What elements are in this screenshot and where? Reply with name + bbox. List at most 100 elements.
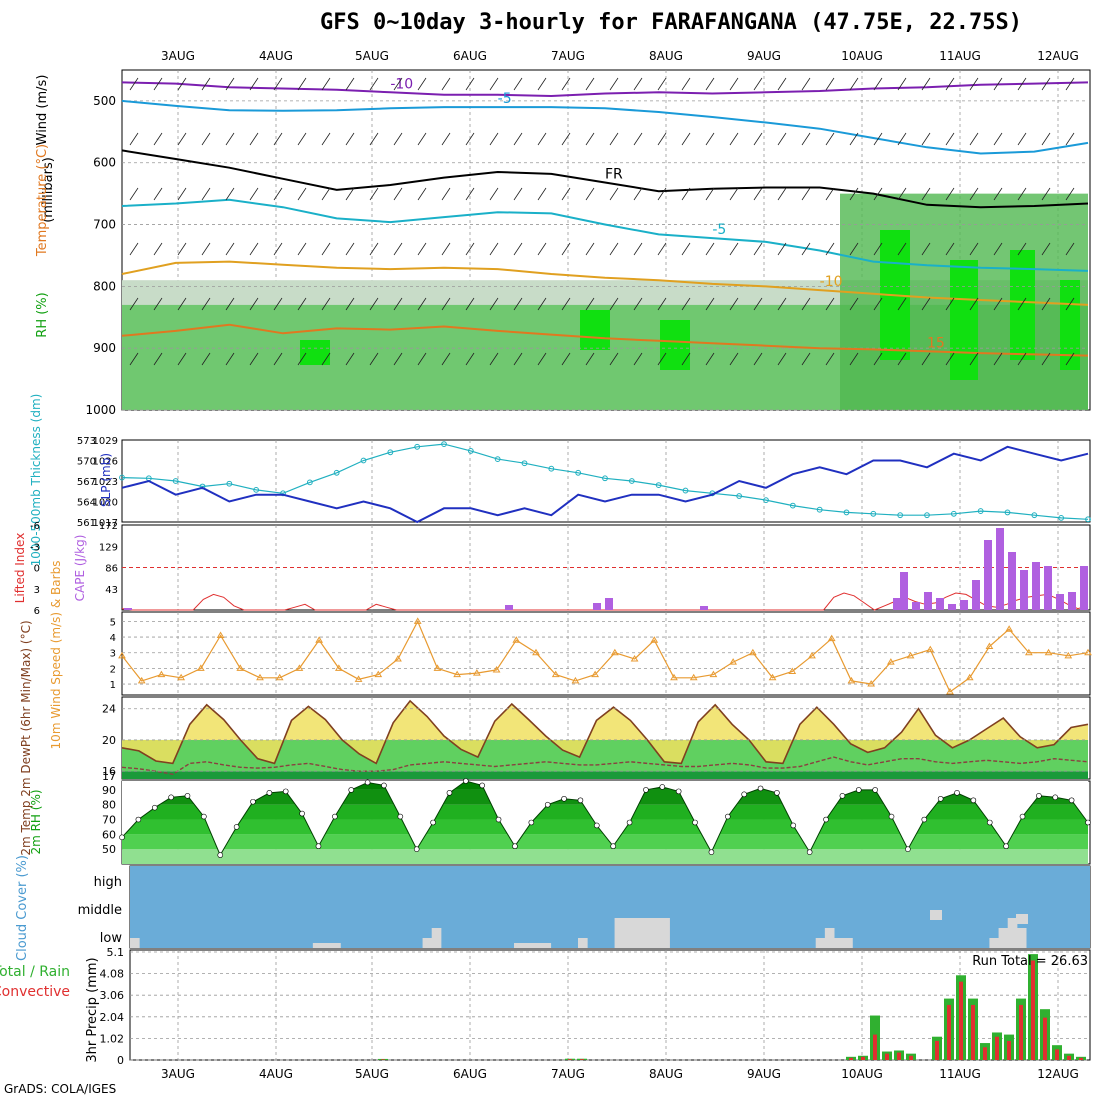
precip-panel: 0 1.02 2.04 3.06 4.08 5.1 Run Total = 26.63 3hr… xyxy=(0,946,1091,1067)
wind-barb xyxy=(921,77,931,91)
li-tick: 6 xyxy=(34,606,40,617)
wind-barb xyxy=(969,242,979,256)
wind-speed-point xyxy=(453,670,462,678)
wind-barb xyxy=(369,352,379,366)
wind-barb xyxy=(441,77,451,91)
cloud-bar xyxy=(532,943,542,948)
thickness-point xyxy=(119,474,125,481)
precip-convective-bar xyxy=(885,1053,889,1060)
cape-tick: 172 xyxy=(99,521,118,532)
thickness-axis-label: 1000-500mb Thickness (dm) xyxy=(29,394,43,567)
slp-tick: 1026 xyxy=(93,457,118,468)
wind-barb xyxy=(465,297,475,311)
rh-point xyxy=(823,816,829,823)
wind-speed-point xyxy=(1024,648,1033,656)
wind-barb xyxy=(969,77,979,91)
cape-bar xyxy=(700,606,708,610)
wind-barb xyxy=(153,242,163,256)
rh-point xyxy=(774,790,780,796)
bottom-day-label: 12AUG xyxy=(1037,1067,1079,1081)
wind-barb xyxy=(657,77,667,91)
thickness-point xyxy=(414,443,421,450)
cloud-bar xyxy=(1016,928,1027,948)
rh-point xyxy=(266,790,273,796)
wind-barb xyxy=(345,352,355,366)
wind-barb xyxy=(177,242,187,256)
wind-barb xyxy=(969,352,979,366)
wind-barb xyxy=(201,352,211,366)
li-tick: 0 xyxy=(34,564,40,575)
wind-barb xyxy=(945,242,955,256)
rh-point xyxy=(544,801,551,808)
rh-point xyxy=(1019,813,1026,820)
wind-barb xyxy=(297,77,307,91)
wind-barb xyxy=(1017,297,1027,311)
rh-band xyxy=(122,849,1088,864)
temp-fill xyxy=(122,700,1088,764)
cloud-bar xyxy=(523,943,533,948)
wind-speed-point xyxy=(216,631,225,638)
wind-barb xyxy=(201,132,211,146)
wind-barb xyxy=(417,297,427,311)
cloud-bar xyxy=(1007,918,1018,948)
wind-barb xyxy=(849,352,859,366)
isotherm-label: -10 xyxy=(820,274,843,290)
wind-barb xyxy=(897,352,907,366)
precip-convective-bar xyxy=(873,1034,877,1060)
cape-bar xyxy=(1032,562,1040,610)
wind-barb xyxy=(753,352,763,366)
cape-bar xyxy=(1056,594,1064,610)
wind-barb xyxy=(345,77,355,91)
wind-barb xyxy=(1017,352,1027,366)
rh-point xyxy=(1036,793,1042,799)
thickness-tick: 573 xyxy=(77,436,96,447)
wind-speed-point xyxy=(867,680,876,687)
wind-speed-point xyxy=(334,664,343,671)
isotherm-line xyxy=(121,198,1089,272)
thickness-point xyxy=(360,457,367,464)
wind-tick: 3 xyxy=(110,649,116,660)
cloud-axis-label: Cloud Cover (%) xyxy=(15,855,30,961)
precip-convective-bar xyxy=(1019,1004,1023,1060)
thickness-slp-panel: 561564567570573101710201023102610291000-… xyxy=(29,394,1091,567)
wind-barb xyxy=(369,132,379,146)
thickness-point xyxy=(253,486,260,493)
wind-barb xyxy=(369,187,379,201)
wind-barb xyxy=(705,132,715,146)
wind-barb xyxy=(873,242,883,256)
top-day-label: 12AUG xyxy=(1037,49,1079,63)
bottom-day-label: 9AUG xyxy=(747,1067,781,1081)
bottom-day-label: 4AUG xyxy=(259,1067,293,1081)
wind-barb xyxy=(1041,352,1051,366)
cape-bar xyxy=(593,603,601,610)
wind-barb xyxy=(513,132,523,146)
cloud-bar xyxy=(930,910,942,920)
precip-convective-bar xyxy=(971,1004,975,1060)
wind-barb xyxy=(153,77,163,91)
wind-speed-line xyxy=(121,619,1089,693)
wind-barb xyxy=(993,132,1003,146)
thickness-tick: 561 xyxy=(77,518,96,529)
rh-point xyxy=(463,778,469,784)
top-day-label: 7AUG xyxy=(551,49,585,63)
thickness-point xyxy=(494,456,501,463)
chart-title: GFS 0~10day 3-hourly for FARAFANGANA (47… xyxy=(320,10,1022,35)
panel-frame xyxy=(121,611,1091,696)
rh-tick: 60 xyxy=(102,828,116,841)
cloud-bar xyxy=(514,943,524,948)
rh-shade-high xyxy=(660,320,690,370)
wind-barb xyxy=(801,187,811,201)
wind-barb xyxy=(849,187,859,201)
temp-line xyxy=(121,699,1089,765)
rh-mask xyxy=(122,781,1088,856)
wind-speed-point xyxy=(985,642,994,649)
wind-speed-point xyxy=(374,670,383,678)
precip-tick: 3.06 xyxy=(100,989,125,1002)
wind-barb xyxy=(489,242,499,256)
wind-barb xyxy=(225,352,235,366)
wind-barb xyxy=(393,242,403,256)
wind-barb xyxy=(657,187,667,201)
rh-point xyxy=(659,784,666,790)
wind-barb xyxy=(177,132,187,146)
precip-convective-bar xyxy=(381,1059,385,1060)
